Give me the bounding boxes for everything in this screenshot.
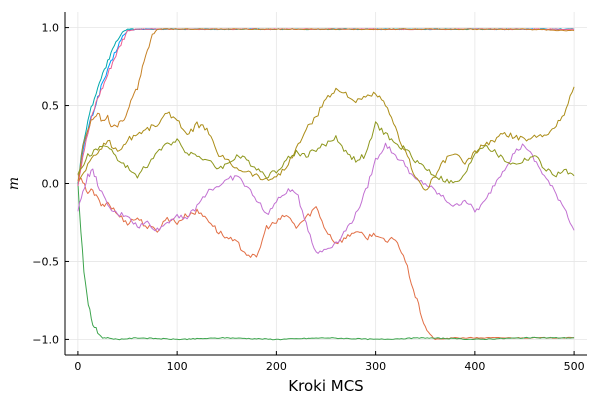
series-line bbox=[77, 182, 575, 341]
x-tick-label: 300 bbox=[365, 360, 386, 373]
series-line bbox=[77, 173, 575, 340]
y-tick-label: 0.0 bbox=[42, 178, 60, 191]
x-tick-label: 500 bbox=[564, 360, 585, 373]
series-layer bbox=[77, 28, 575, 341]
x-tick-label: 400 bbox=[464, 360, 485, 373]
y-tick-label: −1.0 bbox=[32, 333, 59, 346]
series-line bbox=[77, 28, 575, 186]
x-tick-label: 100 bbox=[167, 360, 188, 373]
series-line bbox=[77, 28, 575, 187]
x-axis-title: Kroki MCS bbox=[288, 377, 363, 395]
series-line bbox=[77, 121, 575, 184]
series-line bbox=[77, 142, 575, 254]
series-line bbox=[77, 86, 575, 191]
ticks: 0 100 200 300 400 500 −1.0 −0.5 0.0 0.5 1.0 bbox=[32, 22, 584, 373]
x-tick-label: 200 bbox=[266, 360, 287, 373]
series-line bbox=[77, 28, 575, 182]
y-axis-title: m bbox=[6, 177, 22, 190]
series-line bbox=[77, 28, 575, 186]
y-tick-label: 0.5 bbox=[42, 100, 60, 113]
grid bbox=[65, 12, 587, 355]
y-tick-label: −0.5 bbox=[32, 255, 59, 268]
y-tick-label: 1.0 bbox=[42, 22, 60, 35]
x-tick-label: 0 bbox=[74, 360, 81, 373]
